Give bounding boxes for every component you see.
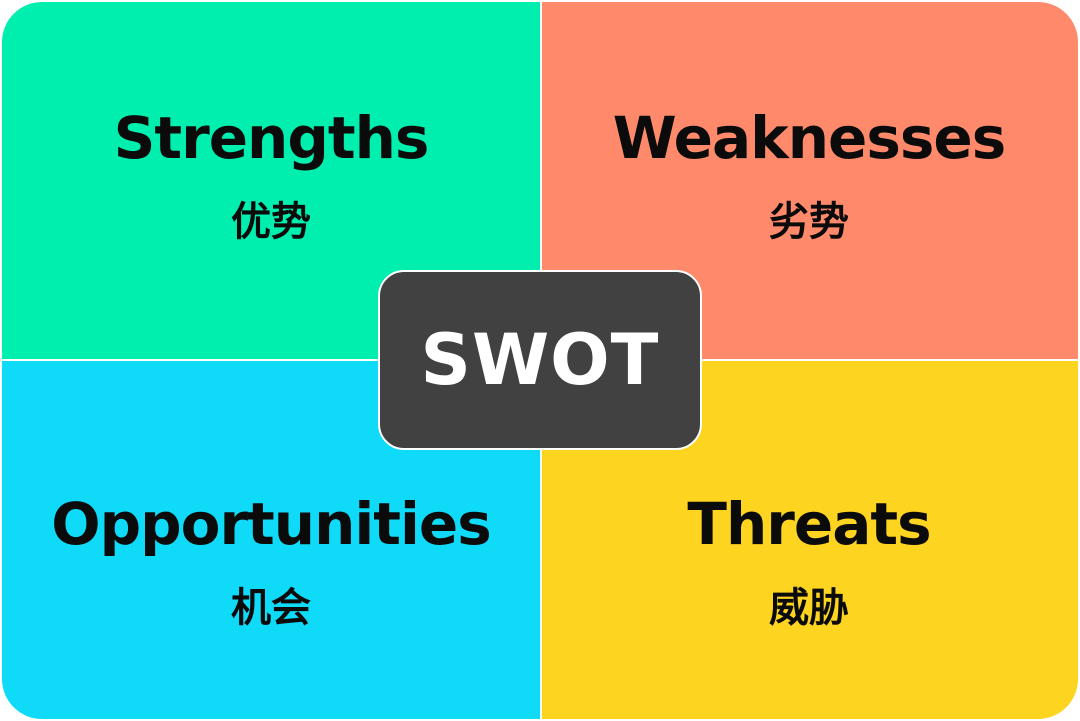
weaknesses-subtitle: 劣势 bbox=[769, 199, 849, 245]
strengths-title: Strengths bbox=[113, 104, 430, 172]
swot-center-box: SWOT bbox=[378, 270, 702, 450]
swot-center-label: SWOT bbox=[420, 319, 660, 401]
weaknesses-title: Weaknesses bbox=[612, 104, 1006, 172]
opportunities-title: Opportunities bbox=[51, 490, 491, 558]
opportunities-subtitle: 机会 bbox=[231, 585, 311, 631]
strengths-subtitle: 优势 bbox=[231, 199, 311, 245]
threats-title: Threats bbox=[687, 490, 931, 558]
threats-subtitle: 威胁 bbox=[769, 585, 849, 631]
strengths-quadrant: Strengths 优势 bbox=[2, 2, 540, 360]
